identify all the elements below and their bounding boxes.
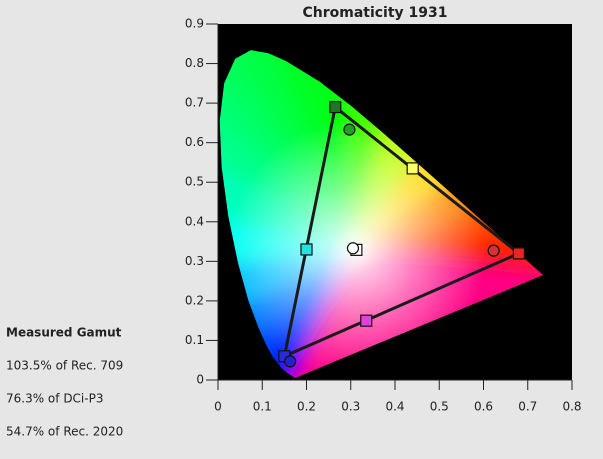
- x-tick-label: 0: [214, 400, 222, 414]
- y-tick-label: 0.7: [185, 96, 204, 110]
- x-tick-label: 0.3: [341, 400, 360, 414]
- y-tick-label: 0.4: [185, 214, 204, 228]
- y-tick-label: 0.2: [185, 293, 204, 307]
- target-point: [360, 314, 373, 327]
- summary-line: 103.5% of Rec. 709: [6, 359, 123, 373]
- measured-point: [343, 123, 356, 136]
- measured-point: [284, 355, 297, 368]
- y-tick-label: 0.5: [185, 175, 204, 189]
- summary-line: 76.3% of DCi-P3: [6, 392, 103, 406]
- measured-point: [487, 244, 500, 257]
- y-tick-label: 0.9: [185, 17, 204, 31]
- summary-heading: Measured Gamut: [6, 326, 122, 340]
- target-point: [512, 247, 526, 260]
- target-point: [300, 243, 313, 256]
- x-tick-label: 0.2: [297, 400, 316, 414]
- summary-line: 54.7% of Rec. 2020: [6, 425, 123, 439]
- y-tick-label: 0.3: [185, 254, 204, 268]
- x-tick-label: 0.7: [518, 400, 537, 414]
- chart-title: Chromaticity 1931: [302, 5, 447, 21]
- x-tick-label: 0.6: [474, 400, 493, 414]
- target-point: [329, 100, 342, 114]
- y-tick-label: 0: [196, 373, 204, 387]
- y-tick-label: 0.1: [185, 333, 204, 347]
- x-tick-label: 0.1: [253, 400, 272, 414]
- x-tick-label: 0.8: [562, 400, 581, 414]
- y-tick-label: 0.8: [185, 56, 204, 70]
- gamut-triangle: [282, 105, 521, 358]
- y-tick-label: 0.6: [185, 135, 204, 149]
- measured-point: [346, 242, 360, 255]
- x-tick-label: 0.4: [385, 400, 404, 414]
- x-tick-label: 0.5: [430, 400, 449, 414]
- target-point: [406, 162, 419, 175]
